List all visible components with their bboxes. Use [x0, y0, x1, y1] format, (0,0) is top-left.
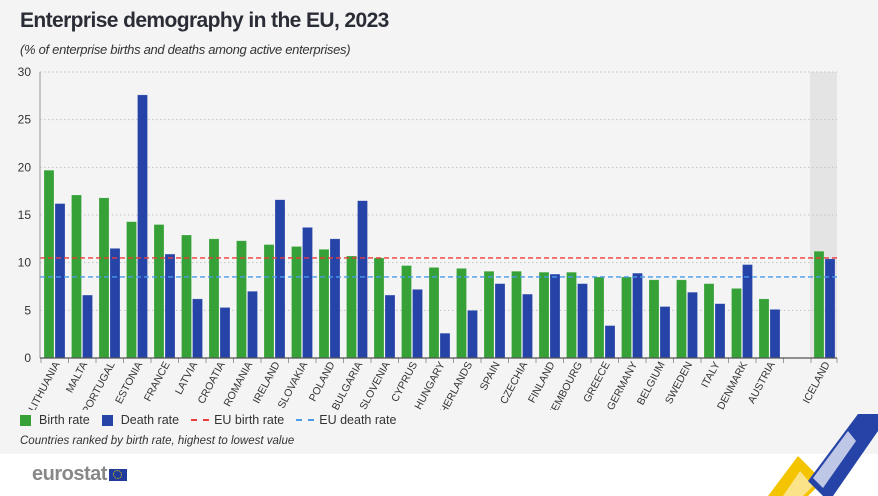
logo-text: eurostat [32, 463, 107, 485]
legend-eu-birth: EU birth rate [191, 413, 284, 427]
eu-death-dash [296, 419, 315, 421]
x-tick-label: ESTONIA [113, 360, 145, 406]
birth-bar [456, 268, 467, 359]
eu-birth-dash [191, 419, 210, 421]
death-bar [439, 332, 451, 359]
birth-bar [126, 221, 137, 359]
birth-bar [428, 267, 440, 359]
legend-birth: Birth rate [20, 413, 90, 427]
death-bar [412, 289, 423, 359]
death-bar [714, 303, 726, 359]
legend-death: Death rate [101, 413, 180, 427]
birth-bar [291, 246, 302, 359]
birth-bar [43, 169, 55, 359]
decorative-ribbon [768, 414, 878, 496]
death-bar [577, 283, 588, 359]
legend-eu-death: EU death rate [296, 413, 396, 427]
death-bar [742, 264, 753, 359]
eurostat-logo: eurostat [32, 463, 127, 486]
birth-swatch [20, 414, 31, 426]
legend-birth-label: Birth rate [39, 413, 90, 427]
death-bar [687, 291, 698, 359]
birth-bar [483, 270, 495, 359]
death-bar [549, 273, 561, 359]
birth-bar [621, 276, 632, 359]
death-bar [54, 203, 66, 359]
death-bar [192, 298, 203, 359]
x-tick-label: LATVIA [173, 360, 200, 397]
y-tick-label: 20 [18, 160, 32, 174]
death-bar [247, 290, 258, 359]
birth-bar [593, 276, 605, 359]
x-tick-label: FRANCE [142, 360, 173, 404]
death-bar [82, 294, 93, 359]
death-swatch [101, 414, 113, 426]
death-bar [659, 306, 671, 359]
chart-title: Enterprise demography in the EU, 2023 [20, 9, 389, 32]
legend-eu-death-label: EU death rate [319, 413, 397, 427]
birth-bar [731, 288, 742, 359]
death-bar [109, 248, 121, 359]
x-tick-label: ICELAND [801, 359, 833, 405]
birth-bar [648, 279, 660, 359]
birth-bar [346, 255, 357, 359]
x-tick-label: CYPRUS [389, 360, 420, 404]
x-tick-label: GREECE [581, 360, 612, 405]
birth-bar [373, 257, 385, 359]
death-bar [769, 309, 781, 359]
death-bar [164, 253, 176, 359]
death-bar [137, 94, 148, 359]
y-tick-label: 0 [24, 351, 31, 365]
x-tick-label: SWEDEN [663, 360, 695, 406]
legend: Birth rate Death rate EU birth rate EU d… [20, 413, 408, 427]
birth-bar [263, 244, 275, 359]
x-tick-label: MALTA [64, 360, 90, 395]
death-bar [302, 227, 313, 359]
birth-bar [318, 249, 330, 359]
birth-bar [153, 224, 165, 359]
y-tick-label: 30 [18, 65, 32, 79]
birth-bar [813, 250, 825, 359]
x-tick-label: SPAIN [478, 360, 503, 393]
birth-bar [181, 234, 192, 359]
eu-flag-icon [108, 468, 127, 481]
death-bar [522, 293, 533, 359]
death-bar [357, 200, 368, 359]
chart-note: Countries ranked by birth rate, highest … [20, 435, 295, 447]
x-tick-label: LITHUANIA [26, 360, 62, 410]
birth-bar [703, 283, 715, 359]
y-tick-label: 10 [18, 256, 32, 270]
death-bar [329, 238, 341, 359]
x-tick-label: ITALY [699, 360, 723, 390]
legend-eu-birth-label: EU birth rate [214, 413, 285, 427]
death-bar [274, 199, 286, 359]
birth-bar [758, 298, 770, 359]
death-bar [824, 258, 836, 359]
birth-bar [538, 271, 550, 359]
death-bar [467, 310, 478, 359]
birth-bar [98, 197, 110, 359]
death-bar [632, 272, 643, 359]
birth-bar [566, 271, 577, 359]
chart-subtitle: (% of enterprise births and deaths among… [20, 42, 351, 57]
birth-bar [511, 270, 522, 359]
death-bar [219, 307, 231, 359]
birth-bar [208, 238, 220, 359]
death-bar [384, 294, 396, 359]
y-tick-label: 5 [24, 303, 31, 317]
death-bar [494, 283, 506, 359]
birth-bar [676, 279, 687, 359]
legend-death-label: Death rate [120, 413, 180, 427]
y-tick-label: 15 [18, 208, 32, 222]
y-tick-label: 25 [18, 113, 32, 127]
x-tick-label: AUSTRIA [746, 360, 778, 406]
death-bar [604, 325, 616, 359]
x-tick-label: POLAND [307, 359, 338, 403]
birth-bar [401, 265, 412, 359]
